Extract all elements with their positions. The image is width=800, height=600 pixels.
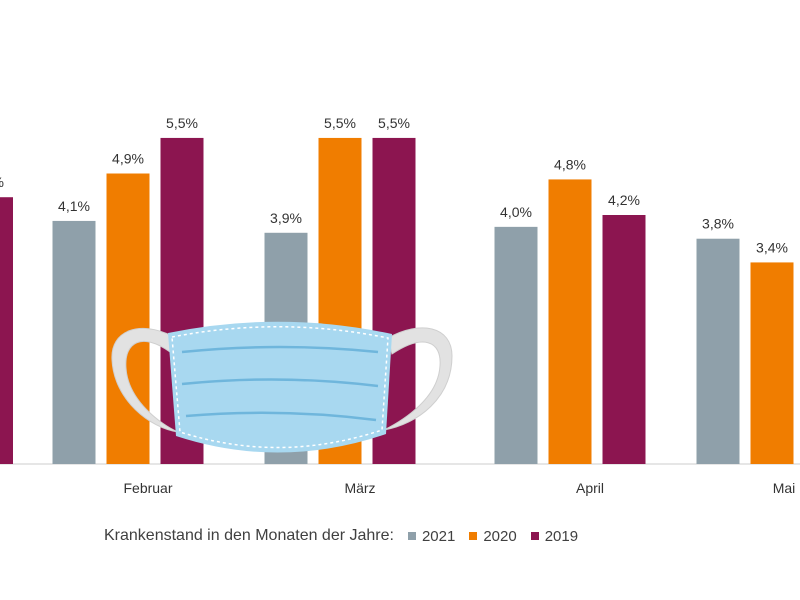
mask-body [168,321,392,453]
mask-fold-1 [181,345,379,354]
legend-swatch-2021 [407,532,416,540]
data-label-2021-Februar: 4,1% [58,198,90,214]
bar-2021-Februar [52,220,96,464]
legend-swatch-2020 [469,532,478,540]
face-mask-icon [111,321,453,453]
data-label-2021-Mai: 3,8% [702,216,734,232]
legend-item-2021: 2021 [407,527,456,545]
data-label-2021-April: 4,0% [500,204,532,220]
bar-2021-Mai [696,238,740,464]
x-tick-labels-group: Februar März April Mai [123,480,795,496]
x-tick-label-April: April [576,480,604,496]
data-label-2021-März: 3,9% [270,210,302,226]
legend-label-2020: 2020 [483,527,517,545]
data-label-2019-prev: % [0,174,4,190]
data-label-2020-Mai: 3,4% [756,239,788,255]
x-tick-label-Februar: Februar [123,480,172,496]
mask-fold-3 [185,411,377,422]
x-tick-label-Mai: Mai [773,480,796,496]
x-tick-label-März: März [344,480,375,496]
data-label-2019-März: 5,5% [378,115,410,131]
legend-swatch-2019 [530,532,539,540]
legend-label-2019: 2019 [544,527,579,545]
legend-item-2020: 2020 [469,527,517,545]
bar-2020-Mai [750,262,794,464]
data-label-2019-Februar: 5,5% [166,115,198,131]
data-label-2020-Februar: 4,9% [112,151,144,167]
legend-label-2021: 2021 [421,527,456,545]
data-label-2020-April: 4,8% [554,156,586,172]
chart-legend: Krankenstand in den Monaten der Jahre: 2… [104,527,592,545]
bar-2019-April [602,215,646,464]
mask-fold-2 [181,378,379,388]
bar-2021-April [494,226,538,464]
bars-group [0,137,794,464]
mask-outline [171,326,389,449]
data-label-2019-April: 4,2% [608,192,640,208]
bar-2020-April [548,179,592,464]
legend-item-2019: 2019 [530,527,579,545]
bar-partial-2019 [0,197,13,464]
bar-2020-Februar [106,173,150,464]
legend-title: Krankenstand in den Monaten der Jahre: [104,527,394,544]
data-label-2020-März: 5,5% [324,115,356,131]
data-labels-group: 4,1% 3,9% 4,0% 3,8% 4,9% 5,5% 4,8% 3,4%% 5,5% 5,5… [0,115,788,256]
